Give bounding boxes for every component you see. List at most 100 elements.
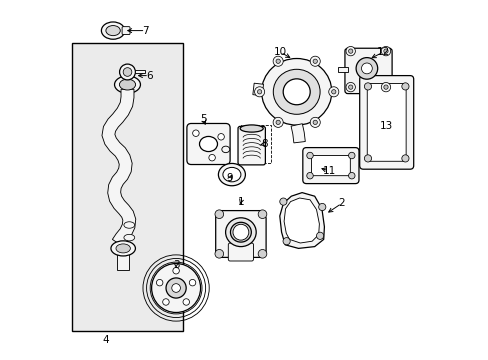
Text: 5: 5 <box>200 114 206 124</box>
Circle shape <box>306 172 313 179</box>
Circle shape <box>309 56 320 66</box>
Circle shape <box>348 172 354 179</box>
FancyBboxPatch shape <box>302 148 358 184</box>
Ellipse shape <box>106 26 120 36</box>
Polygon shape <box>252 83 263 96</box>
Circle shape <box>383 49 387 53</box>
Circle shape <box>192 130 199 136</box>
Circle shape <box>275 120 280 125</box>
Ellipse shape <box>111 241 135 256</box>
Text: 13: 13 <box>379 121 392 131</box>
Circle shape <box>163 299 169 305</box>
Circle shape <box>232 224 248 240</box>
Circle shape <box>383 85 387 89</box>
Circle shape <box>312 120 317 125</box>
Circle shape <box>208 154 215 161</box>
Circle shape <box>123 68 132 76</box>
Text: 9: 9 <box>226 173 233 183</box>
Ellipse shape <box>261 58 331 125</box>
Circle shape <box>306 152 313 159</box>
Circle shape <box>151 264 200 312</box>
Circle shape <box>364 155 371 162</box>
FancyBboxPatch shape <box>344 48 391 94</box>
Circle shape <box>258 210 266 219</box>
Circle shape <box>258 249 266 258</box>
Text: 3: 3 <box>172 260 179 270</box>
Ellipse shape <box>273 69 320 114</box>
Circle shape <box>279 198 286 205</box>
Ellipse shape <box>199 136 217 152</box>
Circle shape <box>318 203 325 211</box>
Circle shape <box>348 49 352 53</box>
Ellipse shape <box>222 146 229 153</box>
FancyBboxPatch shape <box>122 27 130 35</box>
Circle shape <box>381 82 390 92</box>
Circle shape <box>189 279 195 286</box>
Circle shape <box>183 299 189 305</box>
Ellipse shape <box>223 167 241 182</box>
FancyBboxPatch shape <box>238 126 265 165</box>
Circle shape <box>171 284 180 292</box>
Text: 1: 1 <box>237 197 244 207</box>
Text: 7: 7 <box>142 26 148 36</box>
Circle shape <box>166 278 186 298</box>
Text: 8: 8 <box>261 139 267 149</box>
Circle shape <box>348 85 352 89</box>
FancyBboxPatch shape <box>359 76 413 169</box>
Circle shape <box>381 46 390 56</box>
Circle shape <box>215 249 223 258</box>
Ellipse shape <box>218 163 245 186</box>
Circle shape <box>348 152 354 159</box>
Circle shape <box>257 90 261 94</box>
Text: 11: 11 <box>322 166 335 176</box>
Ellipse shape <box>114 76 140 93</box>
Circle shape <box>254 87 264 97</box>
Polygon shape <box>279 193 324 248</box>
Circle shape <box>218 134 224 140</box>
Bar <box>72 43 183 331</box>
Circle shape <box>215 210 223 219</box>
Circle shape <box>273 117 283 127</box>
Polygon shape <box>117 254 129 270</box>
Polygon shape <box>284 198 319 243</box>
Text: 4: 4 <box>102 335 109 345</box>
Circle shape <box>283 238 289 245</box>
Circle shape <box>172 267 179 274</box>
Ellipse shape <box>116 244 130 253</box>
Circle shape <box>316 232 323 239</box>
Ellipse shape <box>123 234 134 241</box>
Circle shape <box>328 87 338 97</box>
Polygon shape <box>215 211 265 257</box>
Circle shape <box>346 82 355 92</box>
Circle shape <box>331 90 335 94</box>
Circle shape <box>273 56 283 66</box>
Text: 10: 10 <box>273 47 286 57</box>
Circle shape <box>364 83 371 90</box>
Polygon shape <box>337 67 347 72</box>
FancyBboxPatch shape <box>228 243 253 261</box>
Circle shape <box>156 279 163 286</box>
Text: 6: 6 <box>145 71 152 81</box>
Circle shape <box>309 117 320 127</box>
FancyBboxPatch shape <box>186 123 230 165</box>
Circle shape <box>120 64 135 80</box>
FancyBboxPatch shape <box>311 156 349 176</box>
Ellipse shape <box>230 222 251 242</box>
Polygon shape <box>102 89 136 247</box>
Ellipse shape <box>283 79 309 105</box>
Polygon shape <box>290 124 305 143</box>
Circle shape <box>361 63 371 74</box>
Circle shape <box>346 46 355 56</box>
Text: 2: 2 <box>338 198 345 208</box>
FancyBboxPatch shape <box>366 84 406 161</box>
Ellipse shape <box>119 79 135 90</box>
Circle shape <box>312 59 317 63</box>
Circle shape <box>275 59 280 63</box>
Circle shape <box>401 83 408 90</box>
Polygon shape <box>135 70 145 73</box>
Ellipse shape <box>101 22 124 39</box>
Circle shape <box>401 155 408 162</box>
Ellipse shape <box>123 222 134 228</box>
Text: 12: 12 <box>376 47 389 57</box>
Circle shape <box>355 58 377 79</box>
